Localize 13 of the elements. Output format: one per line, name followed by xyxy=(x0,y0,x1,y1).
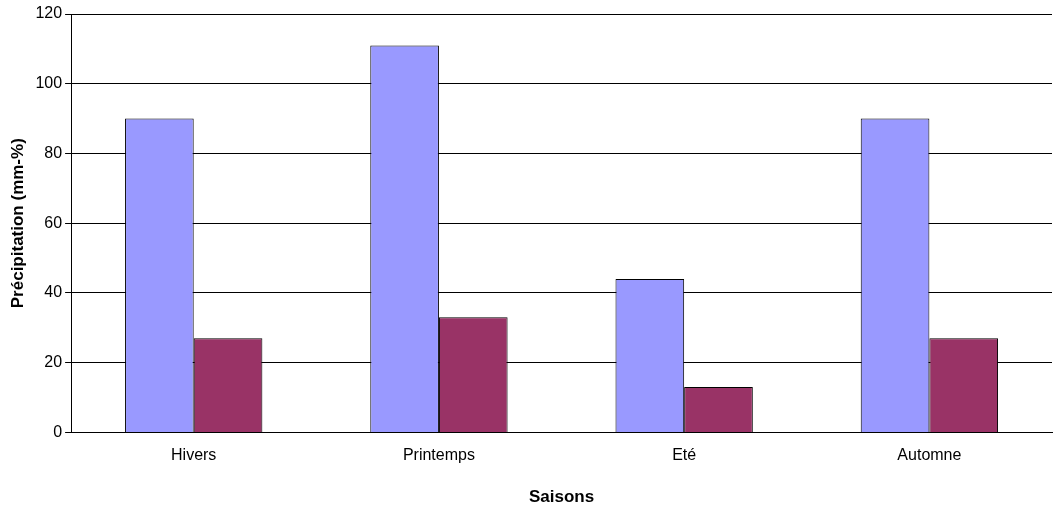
x-tick-label: Hivers xyxy=(171,446,217,464)
y-tick-label: 60 xyxy=(44,213,63,231)
x-tick-label: Printemps xyxy=(402,446,475,464)
x-axis-title: Saisons xyxy=(528,487,595,507)
y-tick-label: 0 xyxy=(53,422,63,440)
y-tick-label: 120 xyxy=(35,4,63,22)
y-tick-label: 40 xyxy=(44,283,63,301)
y-tick-label: 20 xyxy=(44,353,63,371)
y-tick-label: 80 xyxy=(44,143,63,161)
y-axis-title: Précipitation (mm-%) xyxy=(7,138,27,309)
x-tick-label: Eté xyxy=(672,446,697,464)
x-tick-label: Automne xyxy=(897,446,962,464)
y-tick-label: 100 xyxy=(35,74,63,92)
